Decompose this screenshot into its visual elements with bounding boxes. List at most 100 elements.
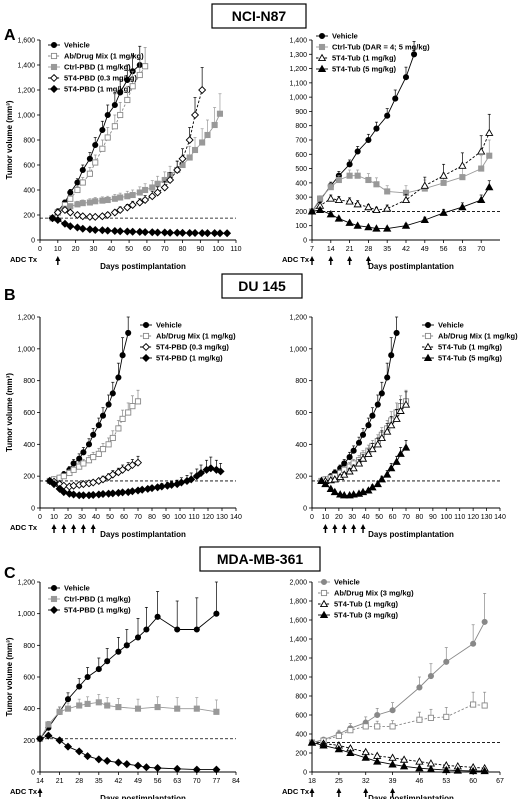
x-tick-label: 21	[56, 778, 64, 785]
adc-tx-label: ADC Tx	[10, 255, 38, 264]
data-point	[326, 484, 335, 492]
legend: Vehicle Ab/Drug Mix (1 mg/kg) 5T4-PBD (0.3…	[140, 321, 236, 363]
y-tick-label: 1,000	[17, 346, 35, 353]
data-point	[133, 458, 143, 467]
legend-swatch-marker	[317, 53, 327, 62]
legend-swatch-marker	[317, 64, 327, 73]
x-tick-label: 110	[188, 514, 199, 521]
x-tick-label: 84	[232, 778, 240, 785]
data-point	[105, 441, 112, 448]
data-point	[134, 398, 142, 405]
data-point	[481, 618, 488, 625]
data-point	[153, 764, 162, 773]
data-point	[174, 705, 181, 712]
data-point	[148, 192, 157, 201]
data-point	[373, 125, 380, 132]
x-tick-label: 56	[440, 246, 448, 253]
x-tick-label: 20	[64, 514, 72, 521]
y-tick-label: 700	[295, 138, 307, 145]
data-point	[362, 723, 369, 730]
dosing-arrow-icon	[309, 256, 315, 265]
legend-swatch-marker	[50, 41, 58, 49]
data-point	[330, 475, 339, 483]
data-point	[191, 146, 199, 154]
data-point	[307, 207, 317, 215]
data-point	[95, 666, 102, 673]
data-point	[85, 457, 93, 464]
y-tick-label: 600	[23, 163, 35, 170]
chart-c-right: 0 200 400 600 800 1,000 1,200 1,400 1,600 1,800 2,…	[282, 578, 504, 799]
data-point	[365, 422, 372, 429]
x-tick-label: 60	[469, 778, 477, 785]
chart-c-left: 0 200 400 600 800 1,000 1,200 14 21 28 35 42 49 56 63 7…	[5, 580, 240, 799]
y-tick-label: 400	[295, 732, 307, 739]
data-point	[129, 403, 136, 410]
data-point	[76, 455, 83, 462]
y-tick-label: 1,300	[289, 52, 307, 59]
legend: Vehicle Ctrl-PBD (1 mg/kg) 5T4-PBD (1 mg/k…	[48, 584, 131, 615]
y-tick-label: 1,000	[17, 113, 35, 120]
data-point	[160, 183, 169, 192]
data-point	[186, 154, 193, 161]
x-tick-label: 80	[148, 514, 156, 521]
data-point	[402, 74, 410, 81]
legend-entry: Ab/Drug Mix (1 mg/kg)	[156, 332, 236, 341]
data-point	[109, 390, 116, 397]
y-tick-label: 1,000	[289, 675, 307, 682]
x-tick-label: 30	[90, 246, 98, 253]
legend-swatch-marker	[423, 342, 433, 351]
legend: Vehicle Ab/Drug Mix (1 mg/kg) 5T4-Tub (1 m…	[422, 321, 518, 363]
data-point	[326, 209, 335, 218]
legend-entry: Vehicle	[438, 321, 464, 330]
data-point	[129, 191, 136, 199]
x-tick-label: 20	[335, 514, 343, 521]
data-point	[440, 179, 447, 186]
chart-a-right: 0 100 200 300 400 500 600 700 800 900 1,000 1,100 1,…	[282, 32, 500, 271]
legend-entry: Ctrl-PBD (1 mg/kg)	[64, 63, 131, 72]
data-point	[154, 613, 161, 620]
data-point	[341, 460, 348, 467]
x-tick-label: 80	[416, 514, 424, 521]
y-tick-label: 800	[23, 378, 35, 385]
data-point	[392, 457, 401, 465]
series-4	[48, 214, 232, 238]
data-point	[142, 763, 151, 772]
data-point	[401, 443, 411, 451]
data-point	[125, 409, 132, 416]
data-point	[117, 89, 124, 96]
data-point	[211, 121, 218, 129]
data-point	[204, 131, 211, 139]
data-point	[123, 227, 132, 236]
data-point	[122, 760, 131, 769]
data-point	[185, 135, 194, 145]
data-point	[192, 765, 201, 774]
y-tick-label: 800	[295, 123, 307, 130]
data-point	[104, 111, 111, 119]
data-point	[416, 716, 423, 723]
data-point	[203, 229, 212, 238]
data-point	[443, 658, 450, 665]
data-point	[187, 475, 196, 484]
y-tick-label: 1,000	[289, 95, 307, 102]
legend-swatch-marker	[49, 84, 59, 94]
y-tick-label: 0	[31, 238, 35, 245]
data-point	[85, 225, 94, 234]
data-point	[354, 459, 364, 467]
dosing-arrow-icon	[363, 788, 369, 797]
legend-entry: 5T4-PBD (1 mg/kg)	[64, 85, 131, 94]
x-tick-label: 120	[202, 514, 214, 521]
data-point	[174, 626, 181, 633]
x-tick-label: 130	[481, 514, 493, 521]
data-point	[377, 433, 386, 442]
dosing-arrow-icon	[336, 788, 342, 797]
data-point	[396, 449, 405, 457]
series-2	[35, 731, 221, 774]
x-tick-label: 30	[78, 514, 86, 521]
data-point	[319, 741, 328, 749]
y-tick-label: 200	[295, 209, 307, 216]
data-point	[111, 195, 118, 202]
y-tick-label: 400	[23, 706, 35, 713]
x-tick-label: 70	[193, 778, 201, 785]
data-point	[383, 427, 392, 435]
data-point	[128, 461, 137, 470]
